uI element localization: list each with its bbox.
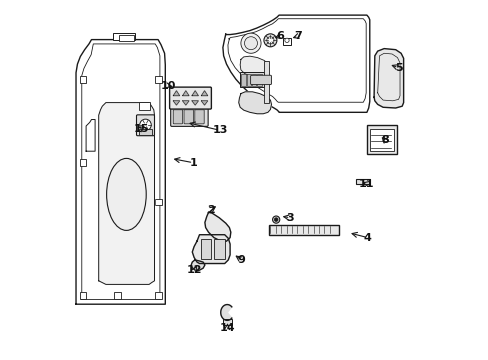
Bar — [223, 319, 231, 325]
Circle shape — [241, 33, 261, 53]
Bar — [241, 74, 245, 86]
Polygon shape — [192, 101, 198, 105]
FancyBboxPatch shape — [136, 115, 154, 136]
Bar — [369, 129, 393, 151]
Polygon shape — [86, 120, 95, 151]
Bar — [139, 102, 150, 110]
Circle shape — [272, 216, 279, 223]
Text: 8: 8 — [380, 135, 388, 145]
Bar — [80, 76, 86, 83]
Text: 6: 6 — [276, 31, 284, 41]
Text: 7: 7 — [294, 31, 302, 41]
Polygon shape — [99, 103, 154, 284]
Text: 2: 2 — [207, 204, 215, 215]
Text: 1: 1 — [189, 158, 197, 168]
Polygon shape — [191, 260, 204, 271]
Text: 5: 5 — [394, 63, 402, 73]
Ellipse shape — [106, 158, 146, 230]
Bar — [268, 225, 339, 235]
Bar — [113, 33, 134, 40]
FancyBboxPatch shape — [250, 75, 271, 85]
FancyBboxPatch shape — [170, 107, 208, 126]
Bar — [119, 35, 134, 41]
Polygon shape — [223, 15, 369, 112]
FancyBboxPatch shape — [194, 110, 204, 124]
Polygon shape — [173, 91, 179, 96]
Bar — [139, 129, 152, 135]
Text: 14: 14 — [219, 323, 235, 333]
Bar — [155, 292, 162, 299]
Bar — [246, 74, 250, 86]
Polygon shape — [173, 101, 179, 105]
Text: 12: 12 — [187, 265, 202, 275]
Polygon shape — [182, 91, 189, 96]
Bar — [114, 292, 121, 299]
FancyBboxPatch shape — [169, 87, 211, 109]
Polygon shape — [204, 212, 230, 241]
Bar — [214, 239, 224, 259]
Text: 3: 3 — [286, 213, 294, 223]
Circle shape — [264, 34, 276, 47]
Circle shape — [244, 37, 257, 50]
Bar — [80, 159, 86, 166]
Circle shape — [140, 119, 151, 131]
Bar — [155, 76, 162, 83]
Polygon shape — [182, 101, 189, 105]
Polygon shape — [238, 92, 271, 114]
Bar — [366, 125, 397, 154]
Bar — [200, 239, 211, 259]
Polygon shape — [201, 101, 207, 105]
Text: 11: 11 — [358, 179, 374, 189]
Polygon shape — [192, 235, 230, 264]
Bar — [80, 292, 86, 299]
Bar — [355, 179, 369, 184]
Bar — [240, 72, 263, 87]
Bar — [257, 74, 261, 86]
Bar — [264, 61, 268, 103]
Bar — [251, 74, 256, 86]
Polygon shape — [373, 49, 403, 108]
Polygon shape — [192, 91, 198, 96]
Polygon shape — [201, 91, 207, 96]
Bar — [155, 199, 162, 205]
FancyBboxPatch shape — [183, 110, 193, 124]
Circle shape — [284, 38, 288, 42]
Text: 4: 4 — [363, 233, 371, 243]
Text: 10: 10 — [160, 81, 176, 91]
Polygon shape — [240, 56, 268, 77]
FancyBboxPatch shape — [173, 110, 182, 124]
Polygon shape — [76, 40, 165, 304]
Circle shape — [266, 37, 273, 44]
Circle shape — [274, 218, 277, 221]
Text: 9: 9 — [237, 255, 245, 265]
Text: 15: 15 — [133, 123, 148, 134]
Bar — [283, 38, 290, 45]
Text: 13: 13 — [212, 125, 227, 135]
Polygon shape — [220, 305, 231, 320]
